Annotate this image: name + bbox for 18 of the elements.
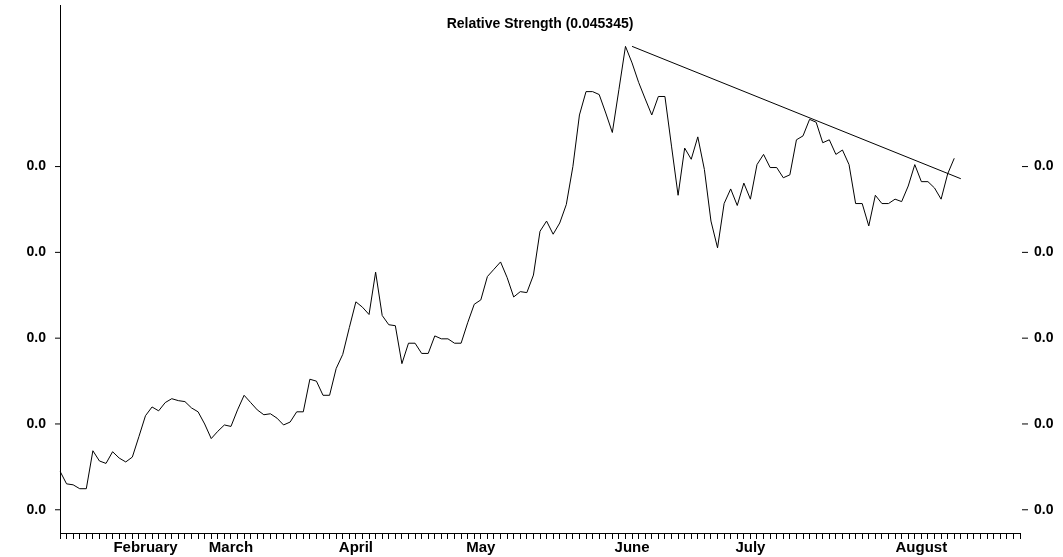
text: 0.0 <box>1034 414 1054 431</box>
text: 0.0 <box>26 243 47 260</box>
x-tick-label: July <box>735 538 767 556</box>
x-tick-label: May <box>466 538 497 556</box>
text: 0.0 <box>26 414 47 431</box>
text: 0.0 <box>26 329 47 346</box>
x-tick-label: August <box>895 538 948 556</box>
x-tick-label: February <box>113 538 179 556</box>
x-tick-label: March <box>208 538 254 556</box>
text: 0.0 <box>1034 243 1054 260</box>
text: 0.0 <box>1034 329 1054 346</box>
chart-title: Relative Strength (0.045345) <box>446 14 634 31</box>
text: 0.0 <box>1034 157 1054 174</box>
text: 0.0 <box>26 157 47 174</box>
text: 0.0 <box>1034 500 1054 517</box>
text: 0.0 <box>26 500 47 517</box>
x-tick-label: June <box>614 538 650 556</box>
x-tick-label: April <box>338 538 373 556</box>
